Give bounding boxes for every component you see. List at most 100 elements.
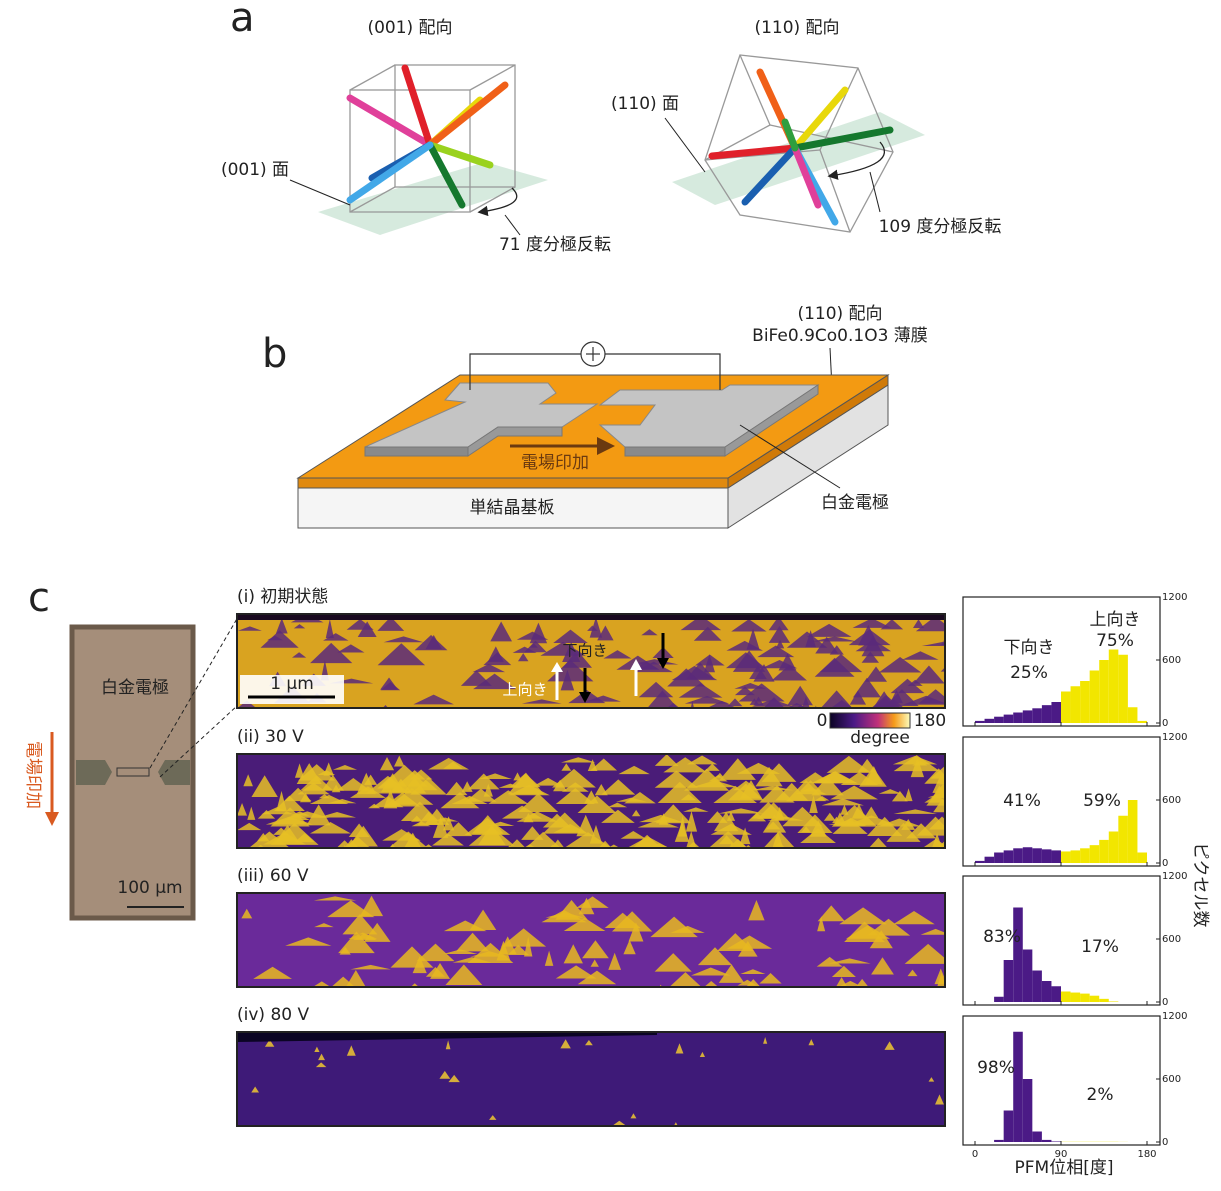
domain (820, 690, 853, 708)
domain (241, 908, 253, 919)
domain (678, 683, 723, 698)
domain (631, 809, 641, 817)
domain (612, 911, 653, 932)
domain (928, 816, 945, 830)
histogram-bar (1022, 1079, 1033, 1142)
domain (555, 788, 595, 805)
domain (309, 794, 349, 805)
domain (394, 755, 405, 767)
domain (576, 814, 596, 837)
domain (411, 821, 431, 827)
domain (765, 821, 781, 830)
domain (852, 677, 881, 698)
domain (829, 645, 844, 655)
domain (350, 964, 391, 970)
domain (597, 625, 614, 641)
domain (424, 808, 450, 825)
domain (315, 1062, 327, 1068)
map-texture (237, 754, 945, 848)
domain (432, 816, 449, 838)
micrograph (69, 624, 196, 921)
domain (267, 635, 283, 641)
domain (931, 833, 943, 848)
domain (585, 695, 621, 702)
domain (294, 833, 315, 843)
domain (814, 795, 830, 801)
rotation-label: 109 度分極反転 (879, 217, 1002, 237)
histogram-bar (1032, 848, 1042, 863)
domain (551, 768, 596, 788)
domain (251, 1086, 260, 1093)
domain (253, 966, 292, 979)
domain (348, 932, 378, 939)
domain (313, 896, 357, 901)
panel-label: b (262, 331, 287, 377)
electrode-label: 白金電極 (821, 493, 889, 513)
domain (529, 643, 538, 648)
panel-label: a (230, 0, 255, 41)
polarization-arrows-001 (346, 64, 509, 209)
domain (237, 626, 262, 631)
domain (715, 772, 725, 778)
domain (628, 922, 644, 942)
domain (237, 803, 248, 816)
domain (913, 665, 945, 684)
domain (654, 754, 679, 766)
histogram-bar (984, 856, 995, 863)
domain (243, 774, 253, 787)
domain (544, 950, 554, 966)
domain (525, 831, 561, 848)
domain (445, 781, 468, 796)
domain (293, 624, 306, 629)
domain (686, 831, 697, 848)
field-label: 電場印加 (23, 741, 43, 809)
domain (553, 629, 588, 644)
domain (704, 980, 719, 987)
domain (677, 815, 688, 837)
domain (655, 804, 691, 824)
domain (749, 698, 760, 705)
domain (699, 1051, 706, 1057)
domain (809, 820, 827, 837)
domain (384, 792, 421, 807)
down-percent: 25% (1010, 663, 1048, 683)
histogram-bar (975, 720, 985, 723)
domain (318, 811, 357, 818)
histogram-bar (1127, 800, 1138, 863)
map-title: (ii) 30 V (237, 727, 304, 747)
domain (561, 763, 572, 771)
domain (524, 936, 533, 957)
domain (562, 650, 593, 668)
domain (413, 694, 454, 705)
domain (680, 615, 722, 631)
y-tick-label: 600 (1162, 795, 1181, 806)
domain (885, 689, 919, 707)
histogram-bar (994, 996, 1004, 1002)
domain (641, 629, 658, 636)
histogram-bar (1051, 850, 1061, 863)
domain (869, 930, 893, 949)
domain (815, 636, 839, 654)
histogram-bar (1032, 1131, 1042, 1142)
domain (346, 618, 374, 630)
domain (864, 806, 879, 819)
histogram-bar (1118, 815, 1128, 863)
domain (717, 933, 754, 951)
x-tick-label: 90 (1055, 1149, 1068, 1160)
domain (654, 953, 692, 972)
domain (377, 643, 426, 666)
y-tick-label: 1200 (1162, 1011, 1187, 1022)
domain (312, 981, 331, 987)
domain (275, 618, 288, 634)
domain (878, 657, 922, 673)
domain (507, 772, 545, 795)
domain (489, 1115, 497, 1120)
map-texture (237, 1032, 945, 1126)
domain (768, 616, 789, 631)
domain (563, 944, 583, 964)
substrate-label: 単結晶基板 (470, 498, 555, 518)
domain (451, 795, 488, 805)
domain (831, 965, 856, 977)
domain (747, 812, 767, 822)
histogram-bar (1127, 707, 1138, 723)
